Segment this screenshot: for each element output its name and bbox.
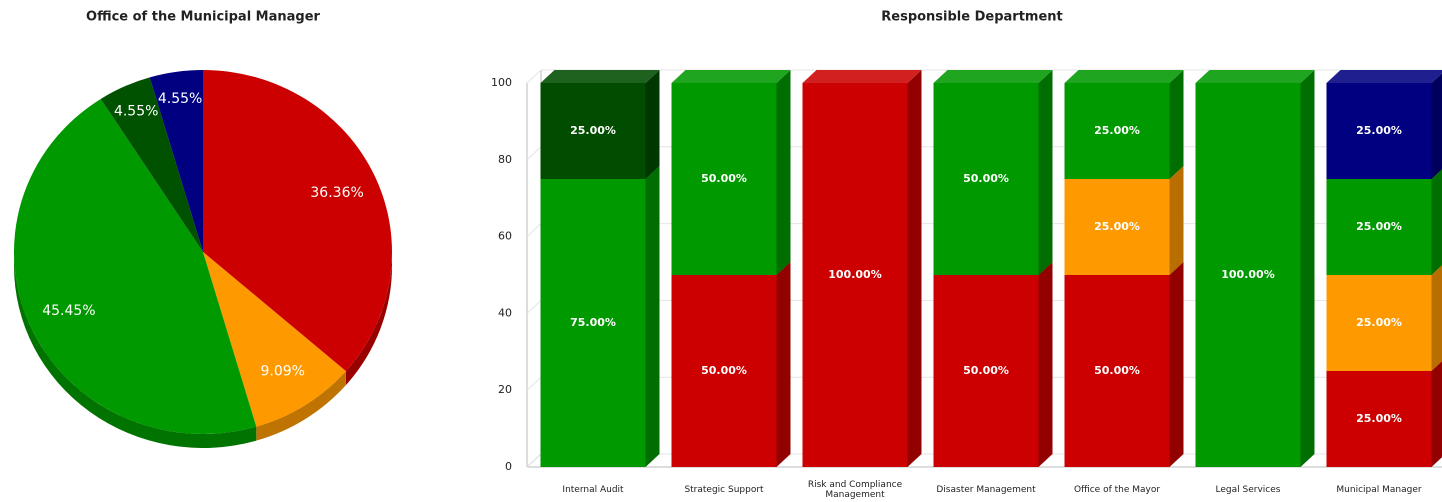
grid-line — [526, 223, 542, 237]
bar-side — [907, 70, 922, 467]
pie-side — [345, 252, 392, 386]
y-tick-label: 40 — [498, 306, 512, 319]
bar — [540, 83, 646, 179]
bar-side — [776, 70, 791, 275]
y-tick-label: 80 — [498, 153, 512, 166]
bar — [802, 83, 908, 467]
bar-side — [1431, 265, 1442, 371]
bar — [671, 83, 777, 275]
bar — [540, 179, 646, 467]
bar — [1326, 83, 1432, 179]
bar-label: 25.00% — [1356, 412, 1402, 425]
grid-line — [526, 376, 542, 391]
bar-title: Responsible Department — [881, 10, 1063, 25]
pie-slice — [13, 98, 257, 434]
bar-label: 25.00% — [1356, 316, 1402, 329]
x-tick-label: Office of the Mayor — [1073, 485, 1161, 495]
bar-label: 25.00% — [1094, 220, 1140, 233]
grid-line — [526, 146, 542, 161]
bar-label: 100.00% — [828, 268, 881, 281]
y-tick-label: 100 — [491, 76, 512, 89]
bar-label: 75.00% — [570, 316, 616, 329]
bar-label: 25.00% — [1094, 124, 1140, 137]
bar-side — [1169, 70, 1184, 179]
pie-title: Office of the Municipal Manager — [86, 10, 321, 25]
bar — [933, 83, 1039, 275]
bar-label: 25.00% — [570, 124, 616, 137]
bar-side — [1431, 73, 1442, 179]
bar-side — [1431, 169, 1442, 275]
pie-label: 4.55% — [158, 91, 202, 107]
pie-slice — [203, 252, 346, 427]
bar — [1195, 83, 1301, 467]
y-tick-label: 60 — [498, 230, 512, 243]
bar-top — [540, 70, 660, 83]
x-tick-label: Strategic Support — [684, 485, 764, 495]
bar-label: 50.00% — [963, 172, 1009, 185]
pie-slice — [149, 70, 203, 252]
grid-line — [526, 453, 542, 468]
bar-side — [645, 70, 660, 179]
bar-label: 50.00% — [963, 364, 1009, 377]
pie-slice — [203, 70, 392, 372]
bar-top — [802, 70, 922, 83]
pie-side — [256, 371, 346, 441]
bar-side — [776, 262, 791, 467]
y-tick-label: 0 — [505, 460, 512, 473]
bar-label: 50.00% — [1094, 364, 1140, 377]
x-tick-label: Disaster Management — [936, 485, 1036, 495]
bar-side — [1038, 70, 1053, 275]
grid-line — [526, 69, 542, 84]
bar-top — [671, 70, 791, 83]
bar-label: 50.00% — [701, 172, 747, 185]
bar-side — [1431, 361, 1442, 467]
bar — [1064, 275, 1170, 467]
bar-label: 25.00% — [1356, 220, 1402, 233]
x-tick-label: Municipal Manager — [1336, 485, 1422, 495]
pie-label: 9.09% — [260, 363, 304, 379]
bar-label: 50.00% — [701, 364, 747, 377]
bar-top — [1195, 70, 1315, 83]
pie-label: 4.55% — [114, 103, 158, 119]
bar-top — [933, 70, 1053, 83]
grid-line — [526, 300, 542, 314]
bar-side — [1038, 262, 1053, 467]
bar-side — [645, 166, 660, 467]
y-tick-label: 20 — [498, 383, 512, 396]
pie-label: 45.45% — [42, 303, 95, 319]
x-tick-label: Risk and Compliance Management — [807, 480, 903, 500]
bar — [671, 275, 777, 467]
bar-side — [1169, 262, 1184, 467]
bar-top — [1326, 70, 1442, 83]
pie-slice — [100, 77, 203, 252]
x-tick-label: Legal Services — [1215, 485, 1281, 495]
bar-side — [1300, 70, 1315, 467]
bar — [1326, 371, 1432, 467]
pie-label: 36.36% — [310, 185, 363, 201]
bar-side — [1169, 166, 1184, 275]
bar — [1326, 179, 1432, 275]
bar — [1326, 275, 1432, 371]
bar — [933, 275, 1039, 467]
x-tick-label: Internal Audit — [562, 485, 624, 495]
bar-top — [1064, 70, 1184, 83]
pie-side — [14, 252, 257, 448]
bar-label: 25.00% — [1356, 124, 1402, 137]
bar — [1064, 83, 1170, 179]
bar-label: 100.00% — [1221, 268, 1274, 281]
bar — [1064, 179, 1170, 275]
